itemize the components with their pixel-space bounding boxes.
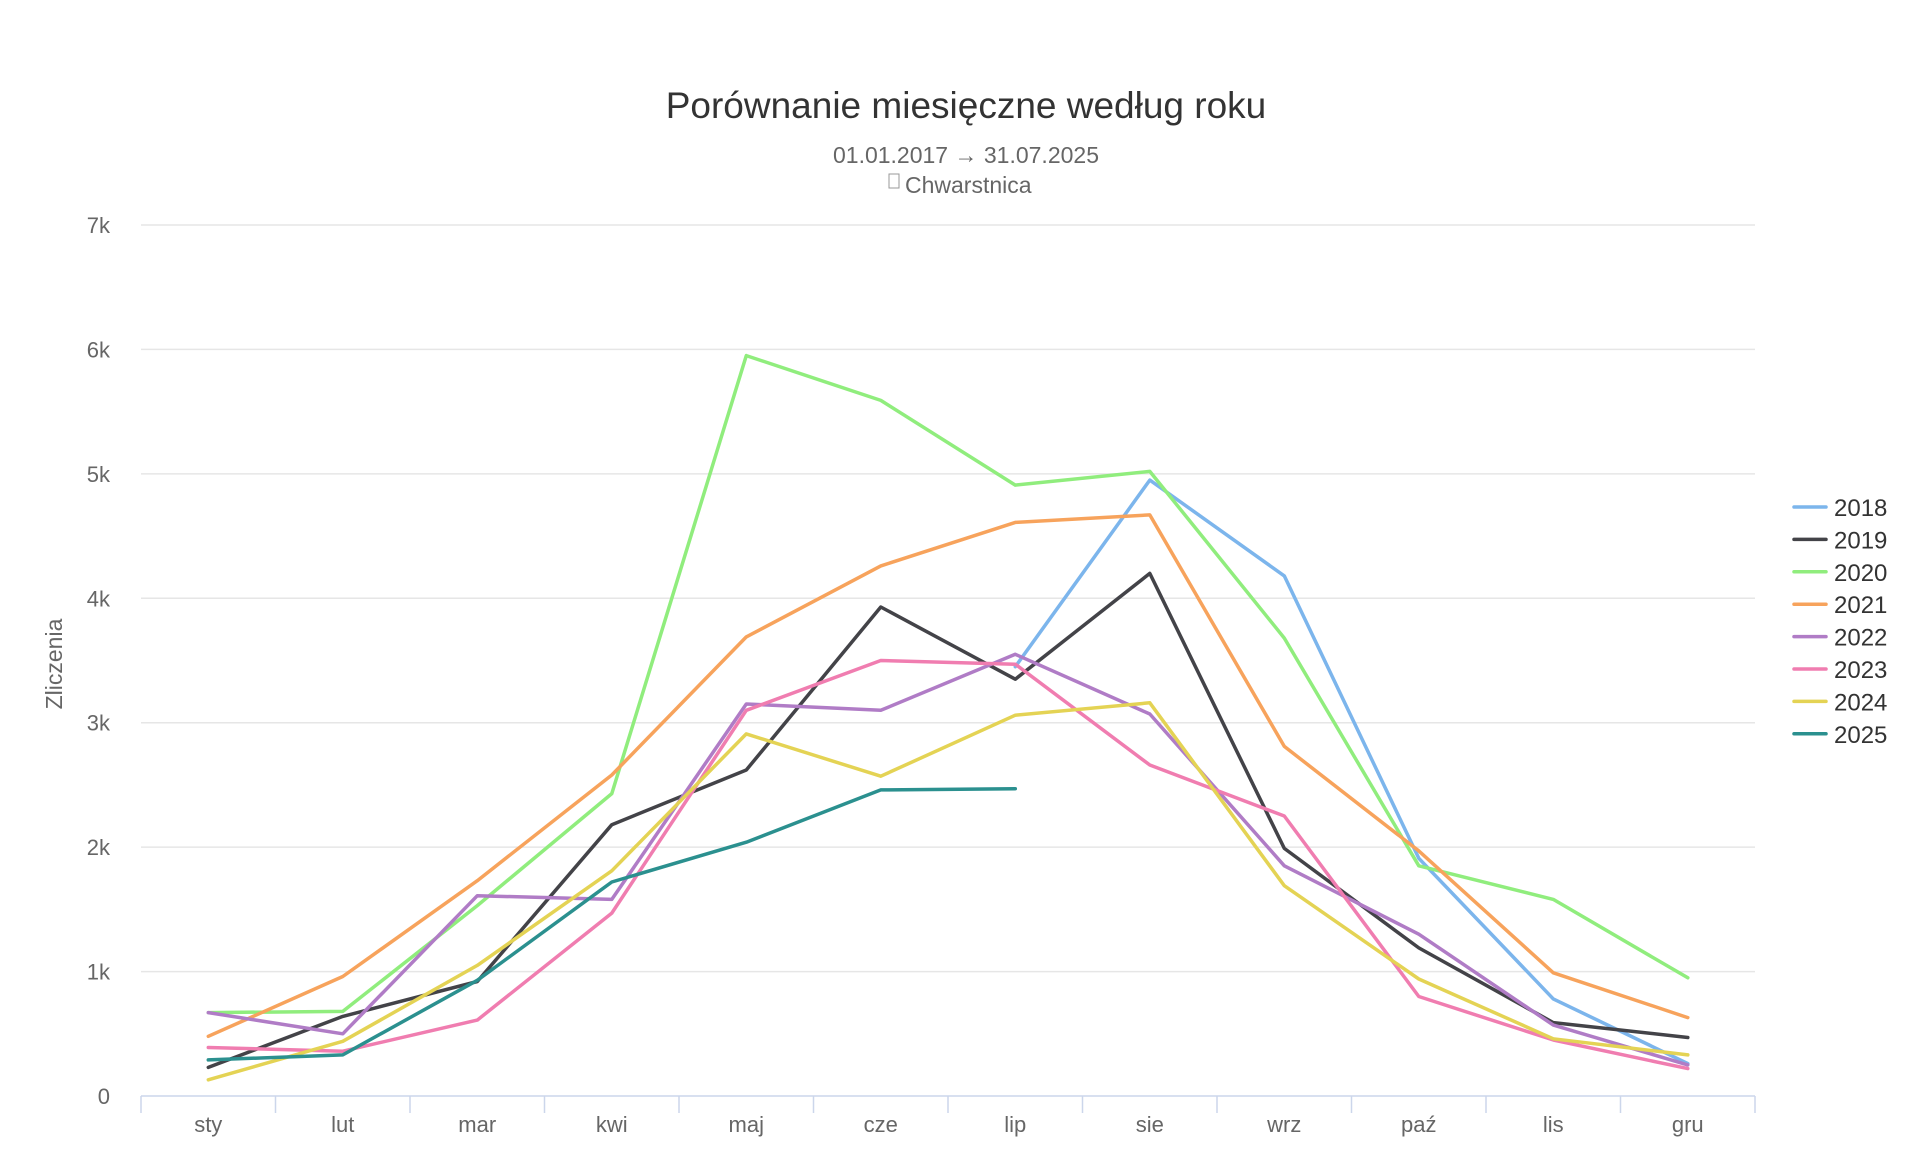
x-tick-label: lut: [331, 1112, 354, 1137]
legend-label: 2022: [1834, 625, 1887, 652]
location-label: Chwarstnica: [888, 172, 1032, 198]
legend-item-2019[interactable]: 2019: [1792, 527, 1887, 554]
y-tick-label: 2k: [87, 835, 111, 860]
y-tick-label: 1k: [87, 960, 111, 985]
x-tick-label: gru: [1672, 1112, 1704, 1137]
legend-label: 2020: [1834, 560, 1887, 587]
legend-item-2020[interactable]: 2020: [1792, 560, 1887, 587]
x-tick-label: sie: [1136, 1112, 1164, 1137]
legend[interactable]: 2018 2019 2020 2021 2022 2023 2024 2025: [1792, 495, 1887, 749]
y-tick-label: 4k: [87, 586, 111, 611]
x-tick-label: sty: [194, 1112, 222, 1137]
series-lines: [206, 353, 1690, 1082]
x-tick-label: mar: [458, 1112, 496, 1137]
y-tick-label: 5k: [87, 462, 111, 487]
legend-item-2021[interactable]: 2021: [1792, 592, 1887, 619]
x-tick-label: paź: [1401, 1112, 1436, 1137]
series-line-2019[interactable]: [206, 571, 1690, 1070]
series-line-2018[interactable]: [1013, 478, 1690, 1066]
series-line-2025[interactable]: [206, 786, 1018, 1062]
series-line-2022[interactable]: [206, 652, 1690, 1067]
x-tick-label: lip: [1004, 1112, 1026, 1137]
y-tick-label: 0: [98, 1084, 110, 1109]
x-tick-label: maj: [729, 1112, 764, 1137]
legend-item-2018[interactable]: 2018: [1792, 495, 1887, 522]
map-marker-icon: [888, 173, 900, 189]
legend-label: 2024: [1834, 689, 1887, 716]
legend-label: 2019: [1834, 527, 1887, 554]
y-tick-label: 7k: [87, 213, 111, 238]
location-text: Chwarstnica: [905, 172, 1032, 198]
legend-item-2023[interactable]: 2023: [1792, 657, 1887, 684]
x-tick-label: kwi: [596, 1112, 628, 1137]
x-axis: sty lut mar kwi maj cze lip sie wrz paź lis gru: [140, 1095, 1756, 1137]
y-tick-label: 6k: [87, 337, 111, 362]
series-line-2023[interactable]: [206, 658, 1690, 1071]
legend-item-2025[interactable]: 2025: [1792, 722, 1887, 749]
chart-subtitle: 01.01.2017 → 31.07.2025: [833, 142, 1099, 168]
x-tick-label: wrz: [1266, 1112, 1301, 1137]
chart-title: Porównanie miesięczne według roku: [666, 85, 1267, 126]
legend-item-2024[interactable]: 2024: [1792, 689, 1887, 716]
legend-label: 2021: [1834, 592, 1887, 619]
y-tick-label: 3k: [87, 711, 111, 736]
grid: [141, 224, 1755, 973]
series-line-2024[interactable]: [206, 701, 1690, 1082]
legend-label: 2025: [1834, 722, 1887, 749]
legend-label: 2023: [1834, 657, 1887, 684]
y-axis: 0 1k 2k 3k 4k 5k 6k 7k: [87, 213, 111, 1109]
x-tick-label: cze: [864, 1112, 898, 1137]
series-line-2021[interactable]: [206, 513, 1690, 1039]
legend-label: 2018: [1834, 495, 1887, 522]
x-tick-label: lis: [1543, 1112, 1564, 1137]
y-axis-title: Zliczenia: [41, 618, 67, 709]
legend-item-2022[interactable]: 2022: [1792, 625, 1887, 652]
